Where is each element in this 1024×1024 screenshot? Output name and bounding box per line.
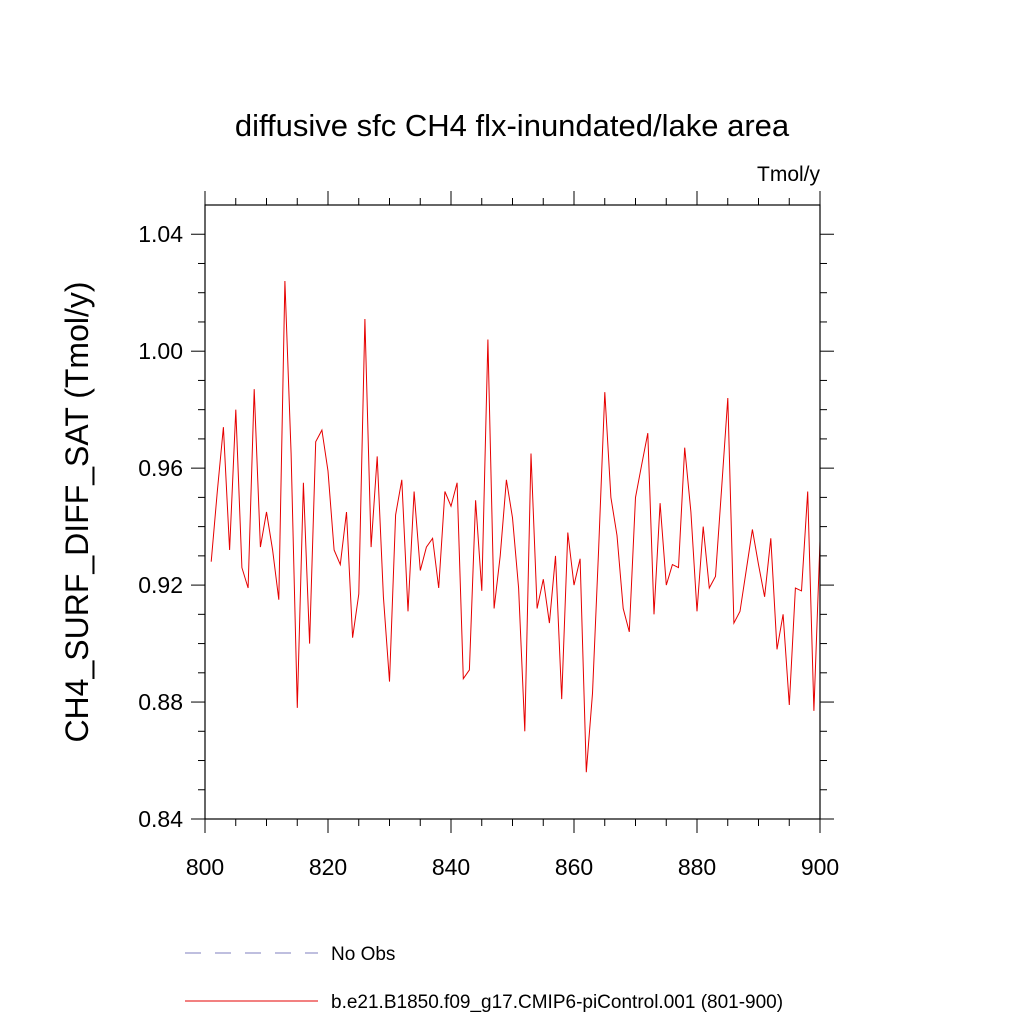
y-axis-label: CH4_SURF_DIFF_SAT (Tmol/y): [59, 281, 95, 742]
y-tick-label: 1.00: [138, 338, 183, 364]
y-tick-label: 0.92: [138, 572, 183, 598]
x-tick-label: 880: [678, 854, 716, 880]
y-tick-label: 0.96: [138, 455, 183, 481]
x-tick-label: 820: [309, 854, 347, 880]
y-tick-label: 0.88: [138, 689, 183, 715]
x-tick-label: 840: [432, 854, 470, 880]
y-tick-label: 1.04: [138, 221, 183, 247]
axes-layer: 800 820 840 860 880 900 0.84 0.88 0.92 0.96 1.00 1.…: [138, 191, 839, 880]
plot-layer: [210, 280, 821, 773]
x-tick-label: 900: [801, 854, 839, 880]
legend: No Obs b.e21.B1850.f09_g17.CMIP6-piContr…: [185, 944, 783, 1013]
legend-label-no-obs: No Obs: [331, 944, 395, 965]
series-line: [210, 280, 821, 773]
legend-label-series: b.e21.B1850.f09_g17.CMIP6-piControl.001 …: [331, 992, 783, 1013]
x-tick-label: 860: [555, 854, 593, 880]
x-tick-label: 800: [186, 854, 224, 880]
chart-title: diffusive sfc CH4 flx-inundated/lake are…: [235, 108, 790, 143]
y-tick-label: 0.84: [138, 806, 183, 832]
units-label: Tmol/y: [757, 163, 821, 186]
plot-frame: [204, 204, 821, 820]
